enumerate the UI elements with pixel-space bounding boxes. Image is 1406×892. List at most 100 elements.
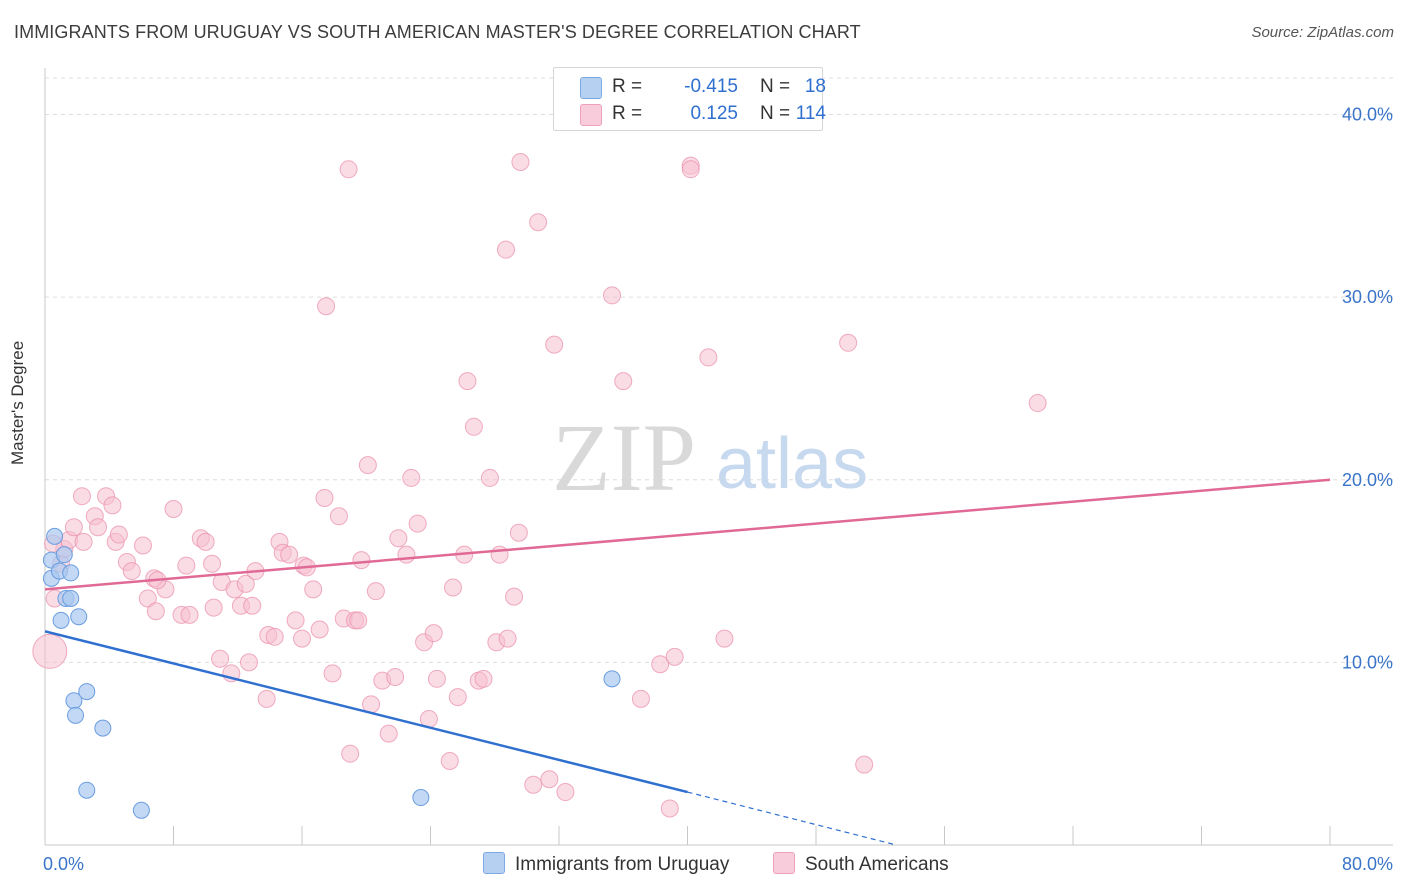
south-americans-trend-line <box>44 478 1331 591</box>
south-americans-point <box>64 518 83 537</box>
south-americans-point <box>408 514 427 533</box>
south-americans-point <box>379 724 398 743</box>
x-tick-label: 0.0% <box>43 854 84 874</box>
bottom-legend-uruguay[interactable]: Immigrants from Uruguay <box>483 852 729 876</box>
south-americans-point <box>464 417 483 436</box>
uruguay-point <box>52 611 70 629</box>
source-credit: Source: ZipAtlas.com <box>1251 24 1394 41</box>
uruguay-point <box>62 589 80 607</box>
legend-swatch-pink <box>773 852 795 874</box>
south-americans-points <box>32 153 1047 818</box>
south-americans-point <box>651 655 670 674</box>
south-americans-point <box>236 574 255 593</box>
south-americans-point <box>329 507 348 526</box>
south-americans-point <box>1028 394 1047 413</box>
south-americans-point <box>524 775 543 794</box>
legend-r-label: R = <box>612 76 643 97</box>
south-americans-point <box>699 348 718 367</box>
legend-n-label: N = <box>760 103 791 124</box>
south-americans-point <box>498 629 517 648</box>
uruguay-point <box>55 546 73 564</box>
uruguay-point <box>78 683 96 701</box>
south-americans-point <box>352 551 371 570</box>
south-americans-point <box>545 335 564 354</box>
south-americans-point <box>203 554 222 573</box>
south-americans-point <box>511 153 530 172</box>
south-americans-point <box>681 160 700 179</box>
south-americans-point <box>389 529 408 548</box>
watermark: ZIP atlas <box>552 404 868 511</box>
south-americans-point <box>480 468 499 487</box>
legend-n-label: N = <box>760 76 791 97</box>
south-americans-point <box>665 647 684 666</box>
uruguay-point <box>412 789 430 807</box>
legend-swatch-blue <box>580 77 602 99</box>
south-americans-point <box>349 611 368 630</box>
south-americans-point <box>89 518 108 537</box>
legend-n-value: 114 <box>795 103 826 124</box>
south-americans-point <box>304 580 323 599</box>
south-americans-point <box>72 487 91 506</box>
uruguay-point <box>78 781 96 799</box>
south-americans-point <box>660 799 679 818</box>
y-tick-label: 40.0% <box>1342 105 1393 125</box>
south-americans-point <box>180 605 199 624</box>
south-americans-point <box>109 525 128 544</box>
south-americans-point <box>211 649 230 668</box>
south-americans-point <box>490 545 509 564</box>
watermark-atlas: atlas <box>716 424 868 504</box>
legend-r-value: 0.125 <box>690 103 738 124</box>
south-americans-point <box>286 611 305 630</box>
bottom-legend-south-americans[interactable]: South Americans <box>773 852 949 876</box>
south-americans-point <box>280 545 299 564</box>
south-americans-point <box>323 664 342 683</box>
south-americans-point <box>443 578 462 597</box>
south-americans-point <box>122 562 141 581</box>
south-americans-point <box>715 629 734 648</box>
south-americans-point <box>257 689 276 708</box>
legend-r-value: -0.415 <box>684 76 738 97</box>
uruguay-points <box>42 527 621 819</box>
south-americans-point <box>505 587 524 606</box>
south-americans-point <box>397 545 416 564</box>
uruguay-point <box>67 706 85 724</box>
uruguay-point <box>94 719 112 737</box>
south-americans-point <box>204 598 223 617</box>
y-tick-label: 20.0% <box>1342 470 1393 490</box>
legend-swatch-pink <box>580 104 602 126</box>
south-americans-point <box>146 602 165 621</box>
south-americans-point <box>133 536 152 555</box>
south-americans-point <box>177 556 196 575</box>
uruguay-trend-line <box>44 630 688 794</box>
chart-title: IMMIGRANTS FROM URUGUAY VS SOUTH AMERICA… <box>14 22 861 42</box>
legend-n-value: 18 <box>804 76 826 97</box>
uruguay-point <box>62 564 80 582</box>
legend-r-label: R = <box>612 103 643 124</box>
south-americans-point <box>496 240 515 259</box>
uruguay-point <box>132 801 150 819</box>
south-americans-point <box>458 372 477 391</box>
y-tick-label: 30.0% <box>1342 287 1393 307</box>
south-americans-point <box>386 667 405 686</box>
bottom-legend-label: South Americans <box>805 854 949 875</box>
south-americans-point <box>540 770 559 789</box>
south-americans-point <box>509 523 528 542</box>
uruguay-point <box>46 527 64 545</box>
south-americans-point <box>74 532 93 551</box>
bottom-legend-label: Immigrants from Uruguay <box>515 854 730 875</box>
south-americans-point <box>138 589 157 608</box>
south-americans-point <box>243 596 262 615</box>
south-americans-point <box>265 627 284 646</box>
south-americans-point <box>603 286 622 305</box>
south-americans-point <box>631 689 650 708</box>
watermark-zip: ZIP <box>552 404 696 511</box>
south-americans-point <box>402 468 421 487</box>
south-americans-point <box>164 499 183 518</box>
south-americans-point <box>556 783 575 802</box>
x-tick-label: 80.0% <box>1342 854 1393 874</box>
south-americans-point <box>614 372 633 391</box>
uruguay-point <box>70 608 88 626</box>
south-americans-point <box>196 532 215 551</box>
south-americans-point <box>474 669 493 688</box>
